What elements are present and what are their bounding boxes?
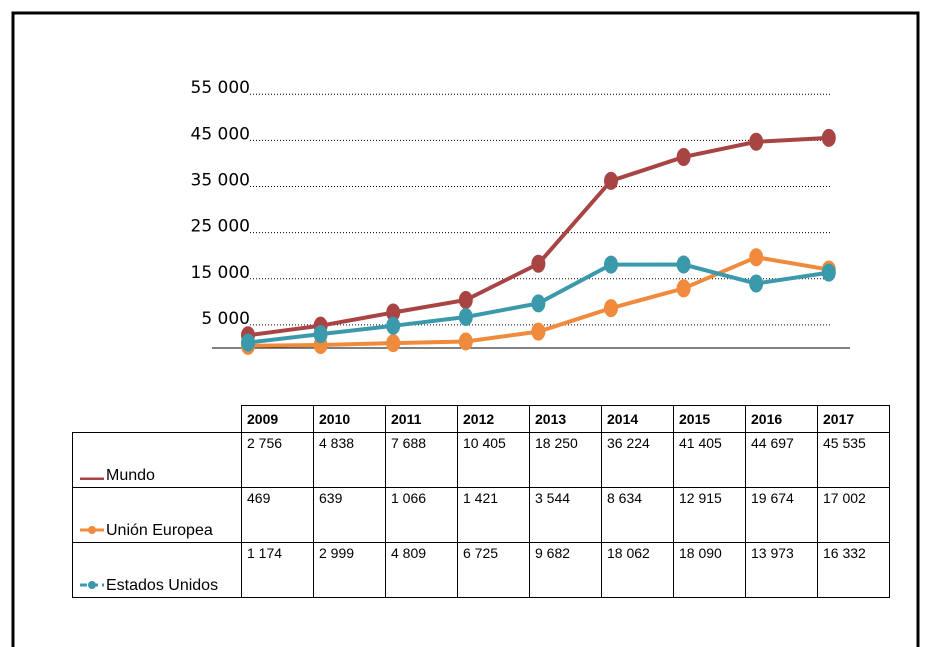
x-tick-label: 2011 xyxy=(385,405,458,433)
point xyxy=(531,294,546,313)
data-table: 2009 2010 2011 2012 2013 2014 2015 2016 2017 Mund… xyxy=(72,405,890,598)
table-value: 18 090 xyxy=(673,542,746,598)
table-value: 45 535 xyxy=(817,432,890,488)
point xyxy=(676,279,691,298)
table-value: 9 682 xyxy=(529,542,602,598)
table-value: 18 250 xyxy=(529,432,602,488)
y-tick-label: 15 000 xyxy=(191,263,250,283)
table-value: 44 697 xyxy=(745,432,818,488)
legend-cell: Estados Unidos xyxy=(72,542,242,598)
table-value: 16 332 xyxy=(817,542,890,598)
x-tick-label: 2013 xyxy=(529,405,602,433)
point xyxy=(386,316,401,335)
y-tick-label: 35 000 xyxy=(191,171,250,191)
x-tick-label: 2010 xyxy=(313,405,386,433)
y-tick-label: 25 000 xyxy=(191,217,250,237)
point xyxy=(458,290,473,309)
table-value: 2 756 xyxy=(241,432,314,488)
y-tick-label: 55 000 xyxy=(191,78,250,98)
table-value: 639 xyxy=(313,487,386,543)
table-value: 10 405 xyxy=(457,432,530,488)
table-value: 18 062 xyxy=(601,542,674,598)
point xyxy=(313,325,328,344)
table-value: 1 174 xyxy=(241,542,314,598)
table-value: 8 634 xyxy=(601,487,674,543)
table-value: 3 544 xyxy=(529,487,602,543)
point xyxy=(821,263,836,282)
table-value: 36 224 xyxy=(601,432,674,488)
data-row: Mundo 2 756 4 838 7 688 10 405 18 250 36 224 41… xyxy=(72,432,890,488)
point xyxy=(604,255,618,274)
x-tick-label: 2012 xyxy=(457,405,530,433)
table-value: 6 725 xyxy=(457,542,530,598)
table-value: 4 809 xyxy=(385,542,458,598)
point xyxy=(604,299,618,318)
table-value: 17 002 xyxy=(817,487,890,543)
y-tick-label: 5 000 xyxy=(201,309,250,329)
point xyxy=(458,307,473,326)
table-value: 469 xyxy=(241,487,314,543)
x-tick-label: 2014 xyxy=(601,405,674,433)
corner xyxy=(72,405,242,433)
legend-marker xyxy=(88,526,96,534)
table-value: 7 688 xyxy=(385,432,458,488)
x-tick-label: 2015 xyxy=(673,405,746,433)
legend-cell: Mundo xyxy=(72,432,242,488)
legend-label: Estados Unidos xyxy=(106,577,219,594)
legend-icon xyxy=(80,477,104,481)
point xyxy=(821,128,836,147)
legend-label: Unión Europea xyxy=(106,522,213,539)
table-value: 13 973 xyxy=(745,542,818,598)
point xyxy=(241,333,255,352)
point xyxy=(531,322,546,341)
header-row: 2009 2010 2011 2012 2013 2014 2015 2016 2017 xyxy=(72,405,890,433)
frame xyxy=(11,11,920,647)
legend-cell: Unión Europea xyxy=(72,487,242,543)
data-row: Estados Unidos 1 174 2 999 4 809 6 725 9 682 1… xyxy=(72,542,890,598)
point xyxy=(458,332,473,351)
legend-marker xyxy=(88,581,96,589)
table-value: 4 838 xyxy=(313,432,386,488)
table-value: 1 421 xyxy=(457,487,530,543)
legend-icon xyxy=(80,526,104,534)
table-value: 19 674 xyxy=(745,487,818,543)
point xyxy=(386,334,401,353)
point xyxy=(604,171,618,190)
point xyxy=(749,274,764,293)
point xyxy=(531,254,546,273)
legend-label: Mundo xyxy=(106,467,155,484)
table-value: 1 066 xyxy=(385,487,458,543)
x-tick-label: 2017 xyxy=(817,405,890,433)
point xyxy=(749,132,764,151)
y-tick-label: 45 000 xyxy=(191,124,250,144)
table-value: 2 999 xyxy=(313,542,386,598)
table-value: 12 915 xyxy=(673,487,746,543)
point xyxy=(676,255,691,274)
point xyxy=(386,303,401,322)
x-tick-label: 2009 xyxy=(241,405,314,433)
x-tick-label: 2016 xyxy=(745,405,818,433)
point xyxy=(676,147,691,166)
legend-icon xyxy=(80,581,104,589)
table-value: 41 405 xyxy=(673,432,746,488)
point xyxy=(749,248,764,267)
data-row: Unión Europea 469 639 1 066 1 421 3 544 8 634 1… xyxy=(72,487,890,543)
